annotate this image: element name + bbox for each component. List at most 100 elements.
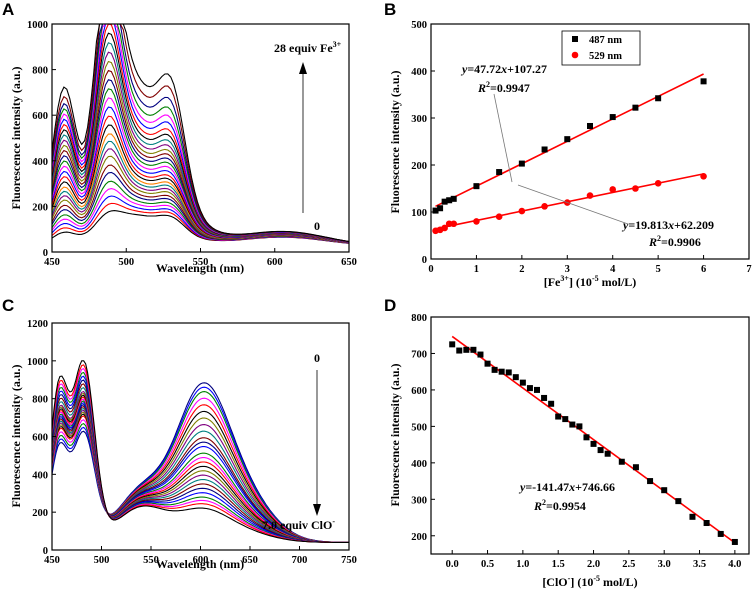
panel-b-ytick-label: 500 xyxy=(411,20,427,31)
panel-a-arrowhead xyxy=(299,62,307,74)
panel-a-annotation-bottom: 0 xyxy=(314,219,320,233)
panel-b-point-487 xyxy=(496,169,503,176)
panel-d-xtick-label: 2.0 xyxy=(587,559,600,570)
panel-d-ytick-label: 800 xyxy=(411,313,427,324)
panel-a-annotation-top: 28 equiv Fe3+ xyxy=(274,40,342,55)
panel-d-xtick-label: 0.5 xyxy=(481,559,494,570)
panel-b-xtick-label: 6 xyxy=(701,264,706,275)
panel-a-xtick-label: 500 xyxy=(118,257,134,268)
panel-a-spectra xyxy=(51,23,350,244)
panel-d-xlabel: [ClO-] (10-5 mol/L) xyxy=(542,574,637,589)
panel-d-point xyxy=(555,413,562,420)
panel-c-chart: 450 500 550 600 650 700 750 0 200 400 600 800 1000 12… xyxy=(9,319,357,571)
panel-b-point-487 xyxy=(609,114,616,121)
panel-b-point-529 xyxy=(586,192,594,199)
panel-d-point xyxy=(463,346,470,353)
panel-d-point xyxy=(498,368,505,375)
panel-d-point xyxy=(604,450,611,457)
panel-a-ytick-label: 0 xyxy=(43,248,48,259)
panel-b-point-487 xyxy=(700,78,707,85)
panel-a-ytick-label: 1000 xyxy=(27,20,48,31)
panel-d-point xyxy=(526,385,533,392)
panel-c-xtick-label: 750 xyxy=(341,555,357,566)
panel-c-xtick-label: 700 xyxy=(292,555,308,566)
panel-b-point-529 xyxy=(700,172,707,180)
panel-d-points xyxy=(449,341,738,545)
panel-d-xtick-label: 3.5 xyxy=(693,559,706,570)
panel-b-point-487 xyxy=(541,146,548,153)
panel-b-pointer-1 xyxy=(493,93,513,183)
panel-b-point-529 xyxy=(495,213,503,220)
panel-b-r2-2: R2=0.9906 xyxy=(648,234,701,249)
panel-b-point-487 xyxy=(564,136,571,143)
panel-c-spectra xyxy=(51,360,349,543)
panel-c-axes: 450 500 550 600 650 700 750 0 200 400 600 800 1000 12… xyxy=(27,319,357,566)
panel-b-point-529 xyxy=(518,207,526,215)
panel-b-point-487 xyxy=(473,183,480,190)
panel-d-point xyxy=(449,341,456,348)
panel-c-annotation-bottom: 7.0 equiv ClO- xyxy=(262,517,335,532)
panel-b-xtick-label: 4 xyxy=(610,264,616,275)
panel-b-ytick-label: 0 xyxy=(422,255,427,266)
panel-c-ylabel: Fluorescence intensity (a.u.) xyxy=(9,364,23,507)
panel-d-xtick-label: 3.0 xyxy=(658,559,671,570)
legend-marker-529 xyxy=(571,51,579,59)
panel-d-ytick-label: 500 xyxy=(411,422,427,433)
panel-c-xtick-label: 450 xyxy=(44,555,60,566)
panel-b-point-529 xyxy=(541,203,548,210)
panel-b-equation-2: y=19.813x+62.209 xyxy=(621,218,714,232)
panel-b-xtick-label: 0 xyxy=(428,264,433,275)
panel-d-equation: y=-141.47x+746.66 xyxy=(518,480,615,494)
panel-a-xlabel: Wavelength (nm) xyxy=(156,261,244,275)
panel-b-point-487 xyxy=(518,160,525,167)
panel-d-point xyxy=(689,513,696,520)
panel-c-ytick-label: 400 xyxy=(32,470,48,481)
panel-d-point xyxy=(569,421,576,428)
panel-a-chart: 450 500 550 600 650 0 200 400 600 800 1000 Wavelen… xyxy=(9,20,357,275)
panel-c-ytick-label: 600 xyxy=(32,433,48,444)
panel-c-xlabel: Wavelength (nm) xyxy=(156,557,244,571)
panel-a-xtick-label: 550 xyxy=(193,257,209,268)
panel-d-frame xyxy=(430,316,750,555)
panel-d-point xyxy=(675,498,682,505)
panel-b-ylabel: Fluorescence intensity (a.u.) xyxy=(388,70,402,213)
panel-c-ytick-label: 1200 xyxy=(27,319,48,330)
panel-b-point-487 xyxy=(655,95,662,102)
panel-b-pointer-2 xyxy=(517,184,629,225)
panel-a-xtick-label: 450 xyxy=(44,257,60,268)
panel-c-xtick-label: 650 xyxy=(242,555,258,566)
panel-d-point xyxy=(470,346,477,353)
panel-label-d: D xyxy=(384,296,396,315)
panel-a-xtick-label: 650 xyxy=(341,257,357,268)
panel-c-ytick-label: 0 xyxy=(43,546,48,557)
panel-c-annotation-top: 0 xyxy=(314,351,320,365)
panel-b-ytick-label: 400 xyxy=(411,67,427,78)
panel-b-xtick-label: 3 xyxy=(565,264,570,275)
panel-b-ytick-label: 100 xyxy=(411,208,427,219)
panel-b-point-487 xyxy=(450,195,457,202)
panel-d-r2: R2=0.9954 xyxy=(533,498,586,513)
panel-label-b: B xyxy=(384,0,396,19)
panel-d-point xyxy=(717,530,724,537)
panel-b-point-487 xyxy=(446,197,453,204)
panel-d-point xyxy=(534,386,540,393)
panel-b-frame xyxy=(430,23,750,260)
panel-d-point xyxy=(590,440,597,447)
panel-label-c: C xyxy=(2,296,14,315)
panel-b-point-487 xyxy=(432,207,439,214)
panel-b-point-487 xyxy=(587,122,593,129)
panel-c-spectrum-line xyxy=(51,360,349,543)
panel-d-point xyxy=(477,351,484,358)
panel-b-point-529 xyxy=(450,220,458,228)
panel-d-ytick-label: 700 xyxy=(411,349,427,360)
panel-b-point-487 xyxy=(437,205,444,212)
panel-d-ytick-label: 400 xyxy=(411,459,427,470)
panel-a-ylabel: Fluorescence intensity (a.u.) xyxy=(9,66,23,209)
panel-d-xtick-label: 1.5 xyxy=(552,559,565,570)
panel-d-point xyxy=(548,400,555,407)
panel-b-xtick-label: 2 xyxy=(519,264,524,275)
panel-d-point xyxy=(597,447,604,454)
panel-c-ytick-label: 1000 xyxy=(27,357,48,368)
panel-c-frame xyxy=(51,322,350,551)
